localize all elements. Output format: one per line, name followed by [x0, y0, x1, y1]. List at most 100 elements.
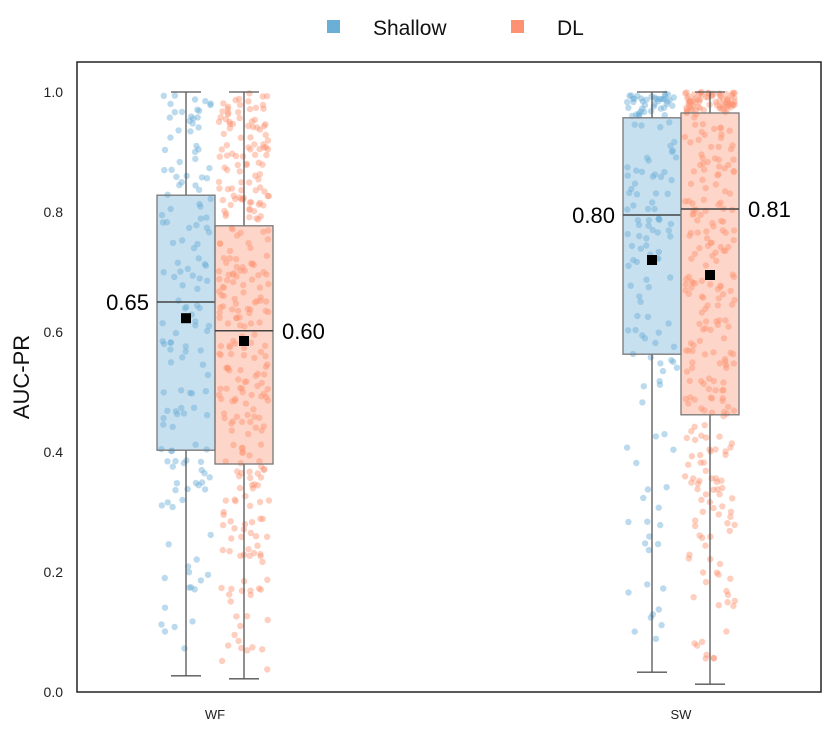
jitter-point [189, 618, 196, 625]
jitter-point [238, 444, 246, 452]
jitter-point [637, 298, 644, 305]
jitter-point [263, 151, 270, 159]
jitter-point [686, 98, 693, 105]
jitter-point [657, 105, 664, 112]
jitter-point [643, 276, 650, 283]
jitter-point [252, 187, 259, 194]
jitter-point [719, 227, 726, 234]
jitter-point [626, 92, 633, 100]
jitter-point [644, 205, 652, 213]
jitter-point [257, 213, 264, 220]
jitter-point [695, 136, 702, 143]
jitter-point [246, 206, 253, 214]
jitter-point [688, 255, 695, 262]
jitter-point [179, 282, 186, 289]
jitter-point [686, 551, 693, 558]
jitter-point [261, 188, 268, 195]
jitter-point [716, 163, 723, 170]
jitter-point [257, 184, 264, 191]
jitter-point [196, 200, 203, 208]
jitter-point [262, 352, 269, 360]
jitter-point [179, 237, 186, 244]
jitter-point [731, 597, 738, 605]
jitter-point [260, 141, 267, 148]
jitter-point [237, 229, 244, 236]
jitter-point [689, 279, 696, 286]
jitter-point [217, 385, 224, 392]
jitter-point [719, 397, 726, 404]
jitter-point [224, 320, 232, 327]
jitter-point [711, 155, 719, 162]
jitter-point [257, 515, 264, 522]
jitter-point [704, 242, 712, 250]
jitter-point [202, 262, 210, 269]
jitter-point [246, 309, 253, 317]
jitter-point [691, 114, 698, 121]
jitter-point [236, 194, 243, 201]
jitter-point [247, 474, 254, 482]
jitter-point [247, 587, 254, 594]
jitter-point [221, 207, 228, 215]
jitter-point [255, 176, 262, 183]
jitter-point [242, 400, 250, 407]
jitter-point [639, 98, 646, 105]
jitter-point [237, 366, 244, 374]
jitter-point [689, 211, 696, 218]
jitter-point [219, 521, 227, 529]
jitter-point [719, 291, 727, 298]
jitter-point [230, 278, 237, 286]
jitter-point [242, 492, 249, 500]
jitter-point [226, 125, 233, 132]
jitter-point [191, 586, 198, 593]
jitter-point [224, 105, 231, 113]
jitter-point [655, 329, 662, 336]
jitter-point [247, 320, 255, 327]
jitter-point [257, 297, 264, 304]
jitter-point [710, 377, 717, 385]
jitter-point [729, 142, 736, 149]
jitter-point [254, 470, 261, 477]
jitter-point [702, 434, 710, 441]
jitter-point [230, 441, 237, 449]
jitter-point [683, 104, 690, 112]
jitter-point [635, 110, 643, 117]
jitter-point [194, 240, 201, 248]
jitter-point [690, 342, 697, 349]
jitter-point [254, 382, 261, 390]
jitter-point [664, 98, 671, 105]
jitter-point [705, 385, 713, 393]
jitter-point [191, 148, 199, 156]
jitter-point [248, 199, 255, 206]
jitter-point [730, 350, 737, 358]
jitter-point [251, 151, 259, 158]
jitter-point [727, 146, 735, 153]
jitter-point [222, 210, 230, 217]
jitter-point [232, 255, 240, 263]
jitter-point [219, 303, 227, 310]
jitter-point [163, 219, 171, 226]
jitter-point [164, 458, 171, 465]
jitter-point [707, 326, 714, 334]
jitter-point [626, 189, 633, 197]
jitter-point [683, 368, 691, 375]
jitter-point [643, 154, 651, 161]
jitter-point [685, 197, 693, 205]
jitter-point [712, 249, 719, 256]
jitter-point [698, 128, 705, 136]
jitter-point [702, 578, 710, 586]
jitter-point [218, 291, 225, 299]
jitter-point [699, 508, 706, 515]
jitter-point [160, 92, 167, 100]
jitter-point [203, 175, 211, 182]
jitter-point [198, 174, 206, 181]
jitter-point [722, 317, 729, 324]
jitter-point [245, 430, 252, 438]
jitter-point [250, 406, 257, 413]
jitter-point [715, 201, 722, 208]
jitter-point [235, 376, 242, 383]
jitter-point [178, 108, 186, 116]
jitter-point [660, 585, 667, 592]
jitter-point [700, 106, 707, 114]
jitter-point [722, 99, 730, 107]
jitter-point [723, 628, 730, 635]
